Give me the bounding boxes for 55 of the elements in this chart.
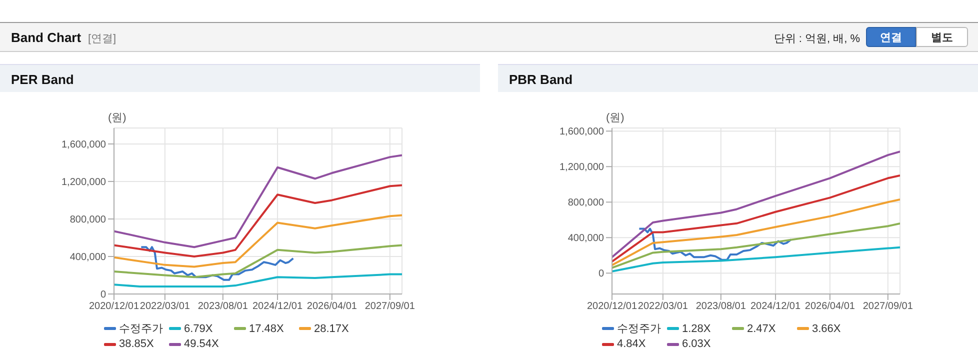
line-series	[114, 154, 402, 248]
x-tick-label: 2022/03/01	[140, 301, 190, 312]
text: Band Chart	[11, 30, 82, 45]
chart-title: PBR Band	[498, 64, 978, 92]
line-series	[612, 150, 900, 258]
x-tick-label: 2022/03/01	[638, 301, 688, 312]
text: 연결	[866, 27, 916, 47]
y-tick-label: 0	[598, 268, 604, 280]
legend-label: 6.03X	[682, 338, 711, 350]
legend-label: 4.84X	[617, 338, 646, 350]
legend-label: 3.66X	[812, 322, 841, 334]
legend-label: 17.48X	[249, 322, 284, 334]
y-tick-label: 1,200,000	[560, 162, 604, 174]
line-series	[114, 244, 402, 278]
legend-label: 1.28X	[682, 322, 711, 334]
y-tick-label: 1,600,000	[62, 139, 106, 150]
line-series	[140, 246, 294, 281]
x-tick-label: 2027/09/01	[862, 301, 914, 312]
legend-label: 28.17X	[314, 322, 349, 334]
legend-label: 2.47X	[747, 322, 776, 334]
legend-label: 수정주가	[119, 322, 163, 336]
y-tick-label: 0	[100, 290, 106, 301]
x-tick-label: 2024/12/01	[252, 301, 303, 312]
x-tick-label: 2020/12/01	[586, 301, 638, 312]
x-tick-label: 2026/04/01	[804, 301, 856, 312]
legend-label: 49.54X	[184, 338, 219, 350]
x-tick-label: 2023/08/01	[198, 301, 248, 312]
y-tick-label: 1,600,000	[560, 126, 604, 138]
line-series	[612, 174, 900, 263]
line-series	[612, 246, 900, 272]
y-axis-title: (원)	[108, 111, 126, 125]
y-axis-title: (원)	[606, 111, 624, 125]
x-tick-label: 2024/12/01	[750, 301, 801, 312]
line-series	[114, 184, 402, 258]
line-series	[638, 228, 792, 261]
line-series	[612, 222, 900, 269]
y-tick-label: 800,000	[568, 198, 604, 209]
legend-label: 6.79X	[184, 322, 213, 334]
line-series	[114, 214, 402, 268]
y-tick-label: 1,200,000	[62, 177, 106, 188]
x-tick-label: 2020/12/01	[88, 301, 140, 312]
legend-label: 38.85X	[119, 338, 154, 350]
text: [연결]	[88, 32, 116, 46]
x-tick-label: 2023/08/01	[696, 301, 746, 312]
text: 단위 : 억원, 배, %	[774, 32, 860, 46]
legend-label: 수정주가	[617, 322, 661, 336]
line-series	[114, 273, 402, 288]
x-tick-label: 2026/04/01	[306, 301, 358, 312]
y-tick-label: 400,000	[568, 233, 604, 244]
y-tick-label: 400,000	[70, 252, 106, 264]
line-series	[612, 198, 900, 266]
y-tick-label: 800,000	[70, 214, 106, 226]
text: 별도	[916, 27, 968, 47]
x-tick-label: 2027/09/01	[364, 301, 416, 312]
chart-title: PER Band	[0, 64, 480, 92]
